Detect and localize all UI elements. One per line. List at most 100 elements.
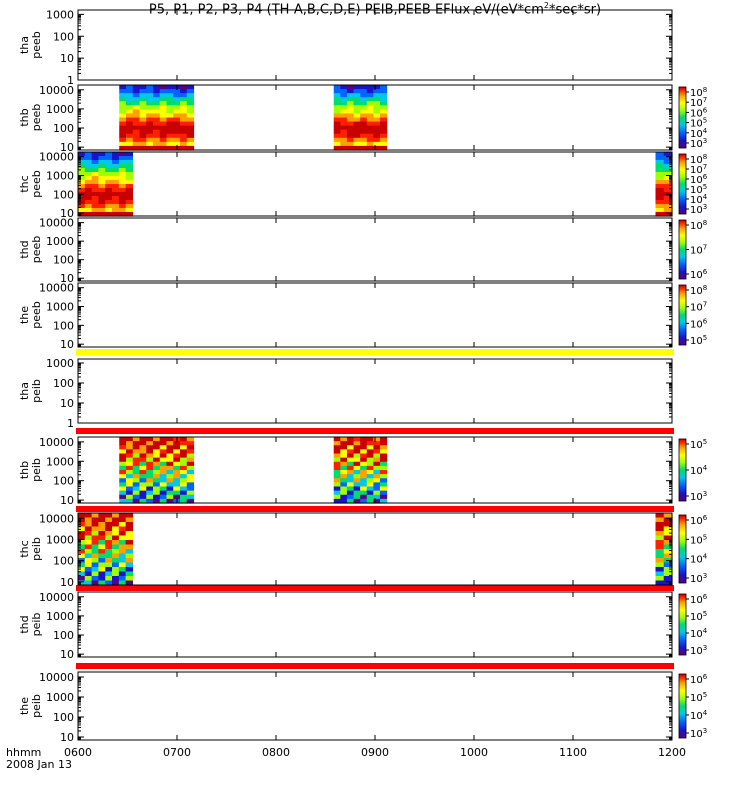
spectrogram-cell [186,498,195,504]
colorbar-tick-label: 104 [690,464,708,477]
spectrogram-cell [353,474,361,479]
spectrogram-cell [125,522,134,528]
spectrogram-cell [132,137,141,143]
spectrogram-cell [84,580,93,586]
spectrogram-cell [98,540,106,546]
spectrogram-cell [126,137,134,143]
spectrogram-cell [655,152,665,157]
spectrogram-cell [126,121,134,127]
spectrogram-cell [340,93,348,98]
spectrogram-cell [373,494,381,500]
spectrogram-cell [180,141,188,147]
spectrogram-cell [360,137,368,143]
spectrogram-cell [159,89,168,94]
spectrogram-cell [333,453,341,459]
spectrogram-cell [333,125,341,131]
flag-bar [76,663,674,669]
spectrogram-cell [132,482,141,488]
spectrogram-cell [655,517,665,523]
spectrogram-cell [663,200,673,205]
spectrogram-cell [146,97,154,102]
spectrogram-cell [132,141,141,147]
spectrogram-cell [346,133,355,139]
spectrogram-cell [126,470,134,475]
spectrogram-cell [379,129,388,135]
spectrogram-cell [91,558,100,564]
spectrogram-cell [663,517,673,523]
spectrogram-cell [118,152,127,157]
spectrogram-cell [126,109,134,115]
spectrogram-cell [360,470,368,475]
spectrogram-cell [146,478,154,483]
spectrogram-cell [105,172,113,177]
spectrogram-cell [353,137,361,143]
y-tick-label: 10 [60,494,74,507]
spectrogram-cell [373,441,381,446]
y-tick-label: 100 [53,188,74,201]
spectrogram-cell [126,449,134,455]
spectrogram-cell [366,89,374,94]
y-tick-label: 100 [53,377,74,390]
spectrogram-cell [166,437,174,442]
spectrogram-cell [159,137,168,143]
spectrogram-cell [360,437,368,442]
y-tick-label: 10000 [39,512,74,525]
colorbar-tick-label: 106 [690,593,708,606]
spectrogram-cell [379,85,388,90]
spectrogram-cell [186,453,195,459]
spectrogram-cell [360,121,368,127]
spectrogram-cell [346,89,355,94]
spectrogram-cell [125,212,134,217]
spectrogram-cell [78,212,86,217]
spectrogram-cell [146,453,154,459]
spectrogram-cell [655,522,665,528]
spectrogram-cell [91,562,100,568]
spectrogram-cell [126,465,134,471]
colorbar-tick-label: 103 [690,572,707,585]
spectrogram-cell [173,89,181,94]
spectrogram-cell [159,478,168,483]
spectrogram-cell [173,121,181,127]
spectrogram-cell [146,498,154,504]
spectrogram-cell [366,93,374,98]
spectrogram-cell [173,109,181,115]
spectrogram-cell [84,152,93,157]
spectrogram-cell [166,498,174,504]
spectrogram-cell [379,137,388,143]
spectrogram-cell [159,465,168,471]
spectrogram-cell [126,89,134,94]
y-axis-label-probe: tha [18,382,31,400]
spectrogram-cell [159,113,168,119]
spectrogram-cell [373,465,381,471]
spectrogram-block [78,513,134,586]
spectrogram-cell [112,152,120,157]
spectrogram-cell [139,465,147,471]
spectrogram-cell [663,152,673,157]
spectrogram-cell [159,121,168,127]
spectrogram-cell [366,486,374,492]
spectrogram-cell [173,453,181,459]
spectrogram-cell [360,490,368,496]
spectrogram-cell [373,482,381,488]
spectrogram-cell [98,180,106,185]
spectrogram-cell [186,465,195,471]
spectrogram-cell [84,180,93,185]
spectrogram-cell [146,109,154,115]
spectrogram-cell [166,113,174,119]
spectrogram-cell [346,101,355,106]
spectrogram-cell [346,445,355,450]
spectrogram-cell [146,141,154,147]
spectrogram-cell [118,531,127,537]
spectrogram-cell [159,449,168,455]
spectrogram-cell [118,168,127,173]
spectrogram-cell [118,540,127,546]
spectrogram-cell [126,85,134,90]
colorbar-tick-label: 106 [690,268,708,281]
spectrogram-cell [126,441,134,446]
spectrogram-cell [379,490,388,496]
spectrogram-cell [333,478,341,483]
spectrogram-cell [84,535,93,541]
spectrogram-cell [98,152,106,157]
spectrogram-cell [126,486,134,492]
